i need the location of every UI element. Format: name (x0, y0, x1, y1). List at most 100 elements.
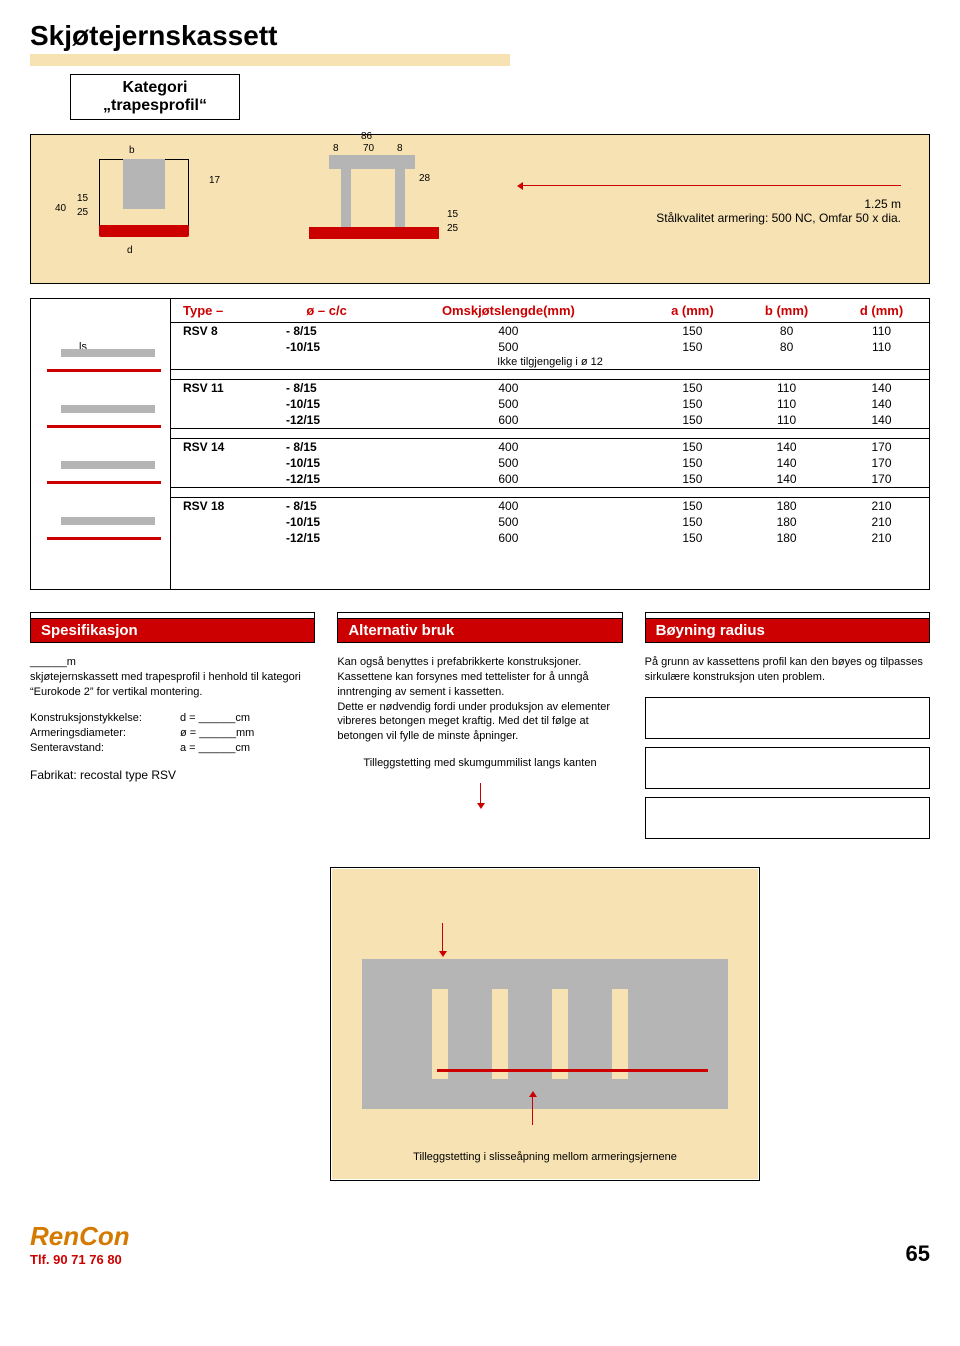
cell-type (171, 455, 282, 471)
page-number: 65 (906, 1241, 930, 1267)
spec-line-senter: Senteravstand: a = ______cm (30, 742, 315, 754)
spec-blank-m: ______m (30, 656, 76, 668)
cell: 150 (646, 339, 739, 355)
table-row: -10/15500150110140 (171, 396, 929, 412)
blank-box-1 (645, 697, 930, 739)
phone-number: Tlf. 90 71 76 80 (30, 1252, 130, 1267)
arrow-down-icon (480, 783, 481, 807)
col-boyning: Bøyning radius På grunn av kassettens pr… (645, 612, 930, 847)
fabrikat-text: Fabrikat: recostal type RSV (30, 768, 315, 782)
boy-paragraph: På grunn av kassettens profil kan den bø… (645, 655, 930, 685)
cell-type (171, 530, 282, 546)
cell: 150 (646, 455, 739, 471)
cell: 170 (834, 471, 929, 488)
cell: 110 (834, 339, 929, 355)
table-row: RSV 14- 8/15400150140170 (171, 439, 929, 456)
heading-spesifikasjon: Spesifikasjon (30, 612, 315, 643)
cell: 80 (739, 323, 834, 340)
cell-type: RSV 11 (171, 380, 282, 397)
cell-type: RSV 8 (171, 323, 282, 340)
cell: 140 (834, 396, 929, 412)
table-header-row: Type – ø – c/c Omskjøtslengde(mm) a (mm)… (171, 299, 929, 323)
type-table: ls Type – ø – c/c Omskjøtslengde(mm) a (… (30, 298, 930, 590)
cell: 400 (371, 323, 646, 340)
type-table-diagram: ls (31, 299, 171, 589)
cell: 210 (834, 498, 929, 515)
cell: 170 (834, 455, 929, 471)
cell: -12/15 (282, 412, 371, 429)
cell: 110 (739, 380, 834, 397)
cell: 180 (739, 530, 834, 546)
cell: 140 (739, 439, 834, 456)
cell: -12/15 (282, 530, 371, 546)
title-underline (30, 54, 510, 66)
dim-b: b (129, 145, 135, 156)
heading-spesifikasjon-text: Spesifikasjon (31, 619, 314, 642)
cell: 500 (371, 339, 646, 355)
cell: 180 (739, 514, 834, 530)
dim-25b: 25 (447, 223, 458, 234)
cell: 170 (834, 439, 929, 456)
alt-sub: Tilleggstetting med skumgummilist langs … (337, 756, 622, 771)
length-text: 1.25 m (499, 197, 901, 211)
cell: 600 (371, 412, 646, 429)
arrow-down-icon (442, 923, 443, 955)
cell: 500 (371, 396, 646, 412)
cell: 140 (739, 455, 834, 471)
cell-type (171, 412, 282, 429)
cell: 500 (371, 514, 646, 530)
cell: -10/15 (282, 455, 371, 471)
cell: -12/15 (282, 471, 371, 488)
cell: 210 (834, 514, 929, 530)
heading-boyning-text: Bøyning radius (646, 619, 929, 642)
th-type: Type – (171, 299, 282, 323)
yellow-bottom-caption: Tilleggstetting i slisseåpning mellom ar… (332, 1150, 758, 1164)
cell: - 8/15 (282, 439, 371, 456)
cell: 80 (739, 339, 834, 355)
alt-paragraph: Kan også benyttes i prefabrikkerte konst… (337, 655, 622, 744)
arrow-up-icon (532, 1093, 533, 1125)
th-cc: ø – c/c (282, 299, 371, 323)
spec-a-label: Armeringsdiameter: (30, 727, 180, 739)
col-alternativ: Alternativ bruk Kan også benyttes i pref… (337, 612, 622, 847)
cell: 150 (646, 514, 739, 530)
table-row: -12/15600150110140 (171, 412, 929, 429)
heading-boyning: Bøyning radius (645, 612, 930, 643)
spec-line-konstruksjon: Konstruksjonstykkelse: d = ______cm (30, 712, 315, 724)
cell: 150 (646, 412, 739, 429)
spec-line-armering: Armeringsdiameter: ø = ______mm (30, 727, 315, 739)
cell: 150 (646, 439, 739, 456)
page-title: Skjøtejernskassett (30, 20, 930, 52)
table-row: -10/15500150140170 (171, 455, 929, 471)
table-row: -12/15600150180210 (171, 530, 929, 546)
cell: - 8/15 (282, 498, 371, 515)
cell: 600 (371, 471, 646, 488)
cell: 140 (739, 471, 834, 488)
category-line2: „trapesprofil“ (77, 97, 233, 115)
th-b: b (mm) (739, 299, 834, 323)
cell: 110 (834, 323, 929, 340)
dim-d: d (127, 245, 133, 256)
cell: 400 (371, 439, 646, 456)
cell: 150 (646, 396, 739, 412)
category-line1: Kategori (77, 79, 233, 97)
cell-type (171, 339, 282, 355)
spec-table: Type – ø – c/c Omskjøtslengde(mm) a (mm)… (171, 299, 929, 546)
cell: 180 (739, 498, 834, 515)
cell: - 8/15 (282, 323, 371, 340)
dim-8b: 8 (397, 143, 403, 154)
cell: -10/15 (282, 339, 371, 355)
heading-alternativ-text: Alternativ bruk (338, 619, 621, 642)
gray-slab (362, 959, 728, 1109)
logo-block: RenCon Tlf. 90 71 76 80 (30, 1221, 130, 1267)
cell: 150 (646, 530, 739, 546)
table-row: -10/1550015080110 (171, 339, 929, 355)
spec-k-label: Konstruksjonstykkelse: (30, 712, 180, 724)
diagram-right-info: 1.25 m Stålkvalitet armering: 500 NC, Om… (499, 145, 911, 273)
dim-28: 28 (419, 173, 430, 184)
cell-type (171, 514, 282, 530)
footer: RenCon Tlf. 90 71 76 80 65 (30, 1221, 930, 1267)
cell: 400 (371, 380, 646, 397)
table-row: RSV 8- 8/1540015080110 (171, 323, 929, 340)
heading-alternativ: Alternativ bruk (337, 612, 622, 643)
